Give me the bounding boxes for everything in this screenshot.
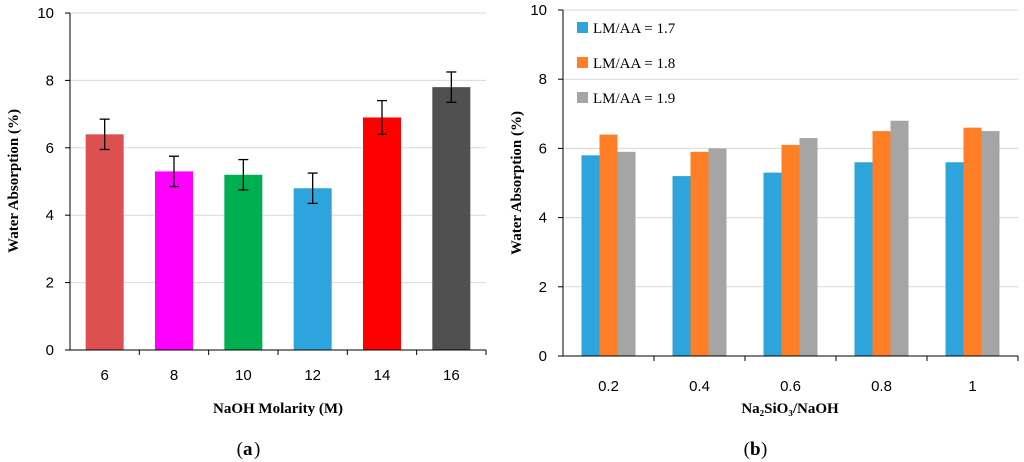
chart-b-legend-label: LM/AA = 1.7 xyxy=(593,21,676,37)
chart-b-bar-0.2-1 xyxy=(581,155,600,356)
chart-a-bar-16 xyxy=(432,87,471,350)
chart-b-bar-0.8-3 xyxy=(890,120,909,356)
chart-b-bar-1-1 xyxy=(945,162,964,356)
chart-a-bar-14 xyxy=(363,117,401,350)
chart-b-bar-0.4-1 xyxy=(672,176,691,356)
chart-b-x-tick-label: 0.2 xyxy=(598,378,619,395)
chart-a-y-tick-label: 8 xyxy=(46,72,54,89)
chart-a-x-tick-label: 8 xyxy=(170,367,178,384)
chart-b-legend-label: LM/AA = 1.9 xyxy=(593,91,675,107)
chart-b-bar-0.6-1 xyxy=(763,172,782,356)
chart-a-bar-8 xyxy=(155,171,193,350)
chart-b-y-tick-label: 10 xyxy=(530,2,547,19)
chart-a-x-tick-label: 10 xyxy=(235,367,252,384)
chart-b-legend-label: LM/AA = 1.8 xyxy=(593,56,675,72)
chart-a-y-tick-label: 6 xyxy=(46,140,54,157)
chart-a-x-tick-label: 14 xyxy=(374,367,391,384)
chart-a: 0 2 4 6 8 10 6 8 10 12 14 16 NaOH Molarity (M) Wat… xyxy=(6,5,487,460)
chart-a-x-tick-label: 12 xyxy=(304,367,321,384)
chart-b-y-tick-label: 0 xyxy=(539,348,547,365)
chart-b-bar-0.6-2 xyxy=(781,144,800,356)
chart-b-legend-swatch xyxy=(577,22,588,33)
chart-b-legend-swatch xyxy=(577,57,588,68)
chart-b-y-tick-label: 4 xyxy=(539,210,547,227)
chart-a-x-tick-label: 16 xyxy=(443,367,460,384)
chart-b-x-tick-label: 0.8 xyxy=(871,378,892,395)
chart-b-panel-close: ) xyxy=(761,439,767,460)
chart-b-y-tick-label: 2 xyxy=(539,279,547,296)
chart-a-y-axis-label: Water Absorption (%) xyxy=(6,109,22,253)
chart-b-y-tick-label: 8 xyxy=(539,71,547,88)
chart-a-bar-10 xyxy=(224,174,263,350)
chart-b-legend: LM/AA = 1.7 LM/AA = 1.8 LM/AA = 1.9 xyxy=(577,21,676,107)
chart-b-bar-1-3 xyxy=(981,131,1000,356)
chart-a-bar-12 xyxy=(293,188,332,350)
chart-b-y-tick-label: 6 xyxy=(539,140,547,157)
chart-b-x-tick-label: 0.6 xyxy=(780,378,801,395)
chart-a-panel-open: ( xyxy=(237,439,243,460)
chart-a-y-tick-label: 0 xyxy=(46,342,54,359)
chart-b-x-tick-label: 1 xyxy=(968,378,976,395)
chart-b-bar-0.2-2 xyxy=(599,134,618,356)
chart-b-x-tick-label: 0.4 xyxy=(689,378,710,395)
chart-b-bar-0.2-3 xyxy=(617,151,636,356)
chart-a-x-tick-label: 6 xyxy=(100,367,108,384)
chart-b-bar-0.4-3 xyxy=(708,148,727,356)
chart-a-panel-label: a xyxy=(243,439,253,460)
chart-a-y-tick-label: 4 xyxy=(46,207,54,224)
chart-b-legend-swatch xyxy=(577,92,588,103)
chart-a-panel-close: ) xyxy=(254,439,260,460)
chart-b-bar-0.6-3 xyxy=(799,138,818,356)
chart-b-y-axis-label: Water Absorption (%) xyxy=(509,111,525,255)
chart-b-x-axis-label: Na₂SiO₃/NaOH xyxy=(741,401,839,417)
chart-b-bar-1-2 xyxy=(963,127,982,356)
chart-a-y-tick-label: 10 xyxy=(37,5,54,22)
chart-b-bar-0.4-2 xyxy=(690,151,709,356)
chart-b-panel-open: ( xyxy=(744,439,750,460)
chart-b-panel-label: b xyxy=(750,439,761,460)
chart-a-bar-6 xyxy=(85,134,124,350)
chart-a-y-tick-label: 2 xyxy=(46,275,54,292)
chart-b-bar-0.8-2 xyxy=(872,131,891,356)
chart-b-bar-0.8-1 xyxy=(854,162,873,356)
chart-a-x-axis-label: NaOH Molarity (M) xyxy=(213,401,343,417)
